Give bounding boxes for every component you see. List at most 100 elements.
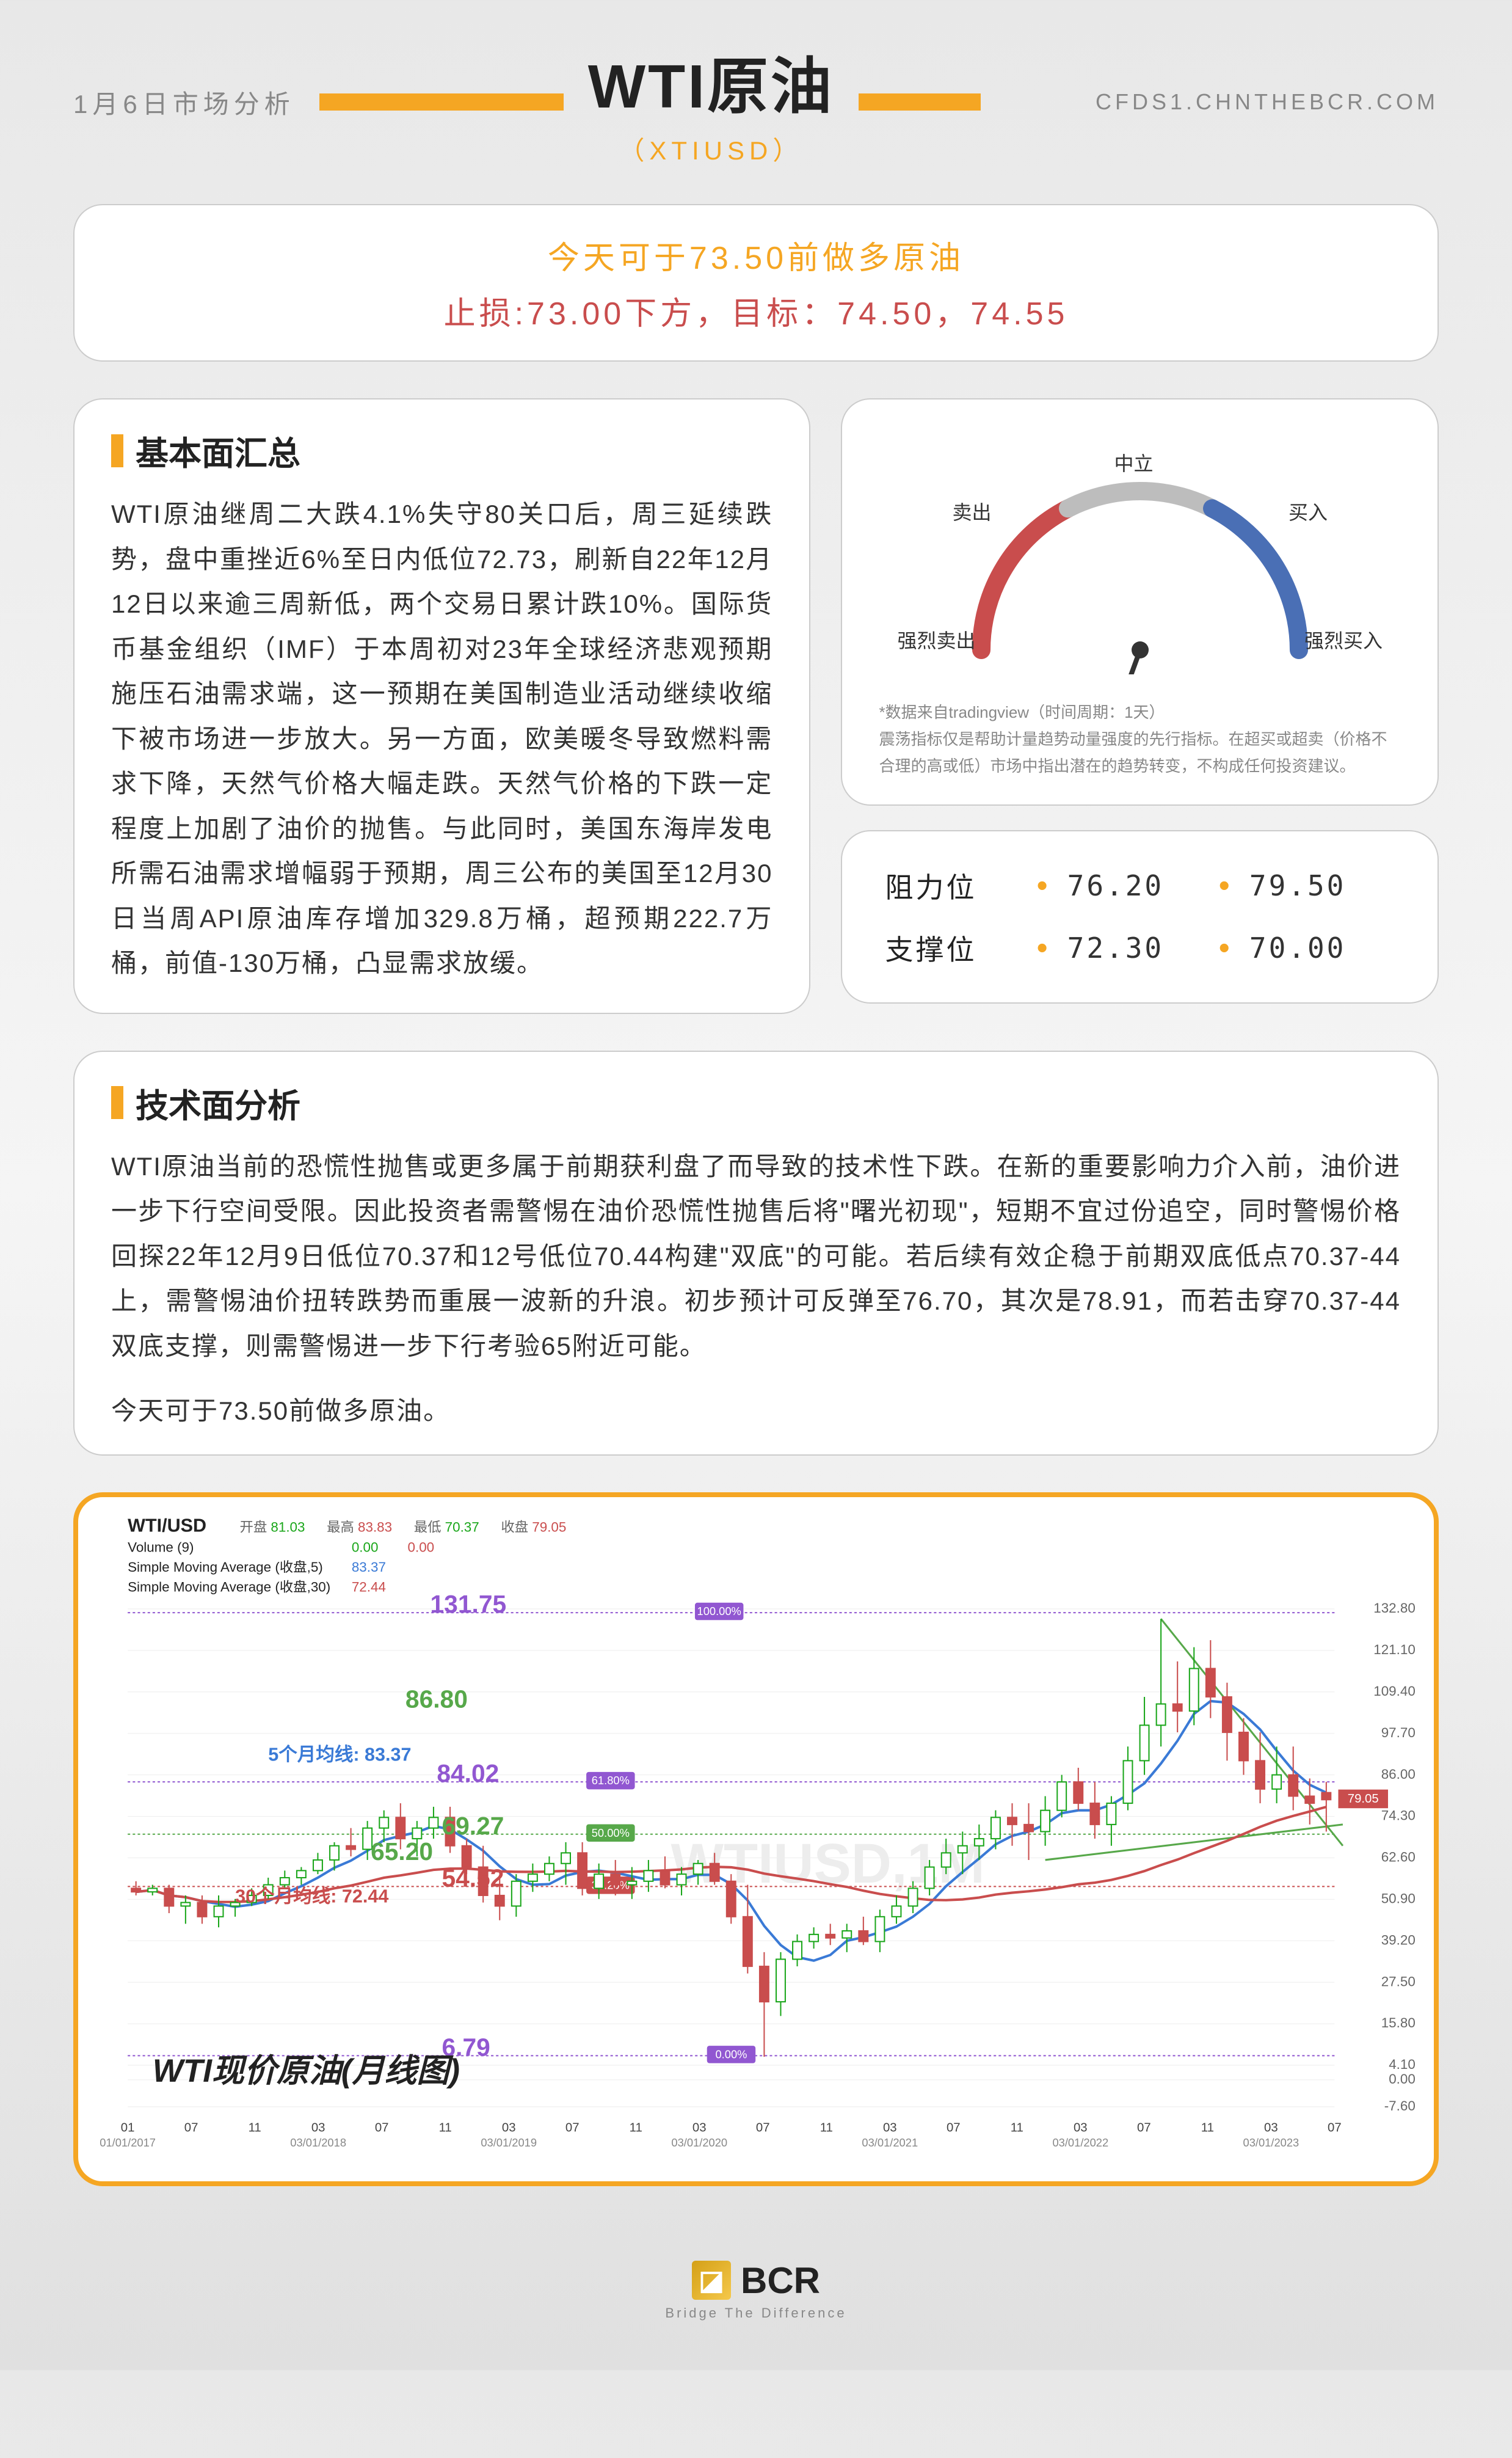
svg-text:39.20: 39.20 xyxy=(1381,1932,1416,1947)
svg-text:11: 11 xyxy=(820,2121,833,2135)
svg-text:0.00: 0.00 xyxy=(352,1539,379,1555)
svg-text:WTI现价原油(月线图): WTI现价原油(月线图) xyxy=(153,2053,460,2089)
chart-card: WTIUSD,1M-7.600.004.1015.8027.5039.2050.… xyxy=(73,1492,1439,2186)
svg-text:121.10: 121.10 xyxy=(1373,1642,1416,1657)
technical-card: 技术面分析 WTI原油当前的恐慌性抛售或更多属于前期获利盘了而导致的技术性下跌。… xyxy=(73,1051,1439,1456)
brand-name: BCR xyxy=(741,2259,820,2302)
section-title: 技术面分析 xyxy=(111,1079,1401,1127)
svg-text:03: 03 xyxy=(1264,2121,1278,2135)
svg-text:86.00: 86.00 xyxy=(1381,1767,1416,1782)
svg-text:65.20: 65.20 xyxy=(371,1837,433,1865)
svg-text:03: 03 xyxy=(1074,2121,1088,2135)
svg-text:07: 07 xyxy=(565,2121,580,2135)
svg-text:03/01/2019: 03/01/2019 xyxy=(481,2136,537,2149)
svg-text:01: 01 xyxy=(121,2121,135,2135)
svg-text:79.05: 79.05 xyxy=(532,1520,566,1535)
support-1: 72.30 xyxy=(1067,932,1202,965)
svg-text:07: 07 xyxy=(1137,2121,1151,2135)
svg-text:0.00: 0.00 xyxy=(408,1539,435,1555)
svg-text:11: 11 xyxy=(439,2121,452,2135)
trade-idea-card: 今天可于73.50前做多原油 止损:73.00下方，目标：74.50，74.55 xyxy=(73,204,1439,362)
svg-text:Simple Moving Average (收盘,30): Simple Moving Average (收盘,30) xyxy=(128,1579,330,1594)
svg-text:03/01/2022: 03/01/2022 xyxy=(1052,2136,1108,2149)
resistance-row: 阻力位 • 76.20 • 79.50 xyxy=(885,866,1395,906)
svg-text:03: 03 xyxy=(692,2121,707,2135)
technical-summary: 今天可于73.50前做多原油。 xyxy=(111,1390,1401,1428)
svg-text:07: 07 xyxy=(1328,2121,1342,2135)
svg-text:86.80: 86.80 xyxy=(405,1685,468,1713)
resistance-2: 79.50 xyxy=(1249,869,1384,902)
svg-text:109.40: 109.40 xyxy=(1373,1683,1416,1699)
gauge-disclaimer: 震荡指标仅是帮助计量趋势动量强度的先行指标。在超买或超卖（价格不合理的高或低）市… xyxy=(879,726,1401,779)
svg-text:07: 07 xyxy=(756,2121,770,2135)
svg-text:03: 03 xyxy=(502,2121,516,2135)
svg-text:03: 03 xyxy=(311,2121,325,2135)
fundamentals-body: WTI原油继周二大跌4.1%失守80关口后，周三延续跌势，盘中重挫近6%至日内低… xyxy=(111,492,772,986)
gauge-source: *数据来自tradingview（时间周期：1天） xyxy=(879,699,1401,726)
svg-text:69.27: 69.27 xyxy=(442,1812,504,1840)
date-label: 1月6日市场分析 xyxy=(73,84,295,121)
gauge: 强烈卖出卖出中立买入强烈买入 xyxy=(879,430,1401,687)
svg-text:07: 07 xyxy=(184,2121,198,2135)
svg-text:79.05: 79.05 xyxy=(1348,1792,1379,1806)
svg-text:132.80: 132.80 xyxy=(1373,1600,1416,1616)
svg-text:5个月均线: 83.37: 5个月均线: 83.37 xyxy=(268,1744,411,1765)
svg-text:开盘: 开盘 xyxy=(239,1520,267,1535)
svg-text:03: 03 xyxy=(883,2121,897,2135)
trade-entry: 今天可于73.50前做多原油 xyxy=(111,232,1401,278)
svg-text:03/01/2018: 03/01/2018 xyxy=(290,2136,346,2149)
svg-text:03/01/2021: 03/01/2021 xyxy=(862,2136,918,2149)
svg-text:最高: 最高 xyxy=(327,1520,354,1535)
svg-text:15.80: 15.80 xyxy=(1381,2015,1416,2030)
gauge-note: *数据来自tradingview（时间周期：1天） 震荡指标仅是帮助计量趋势动量… xyxy=(879,699,1401,780)
levels-card: 阻力位 • 76.20 • 79.50 支撑位 • 72.30 • 70.00 xyxy=(841,830,1439,1004)
svg-text:0.00: 0.00 xyxy=(1389,2071,1416,2087)
symbol: （XTIUSD） xyxy=(588,130,834,167)
gauge-card: 强烈卖出卖出中立买入强烈买入 *数据来自tradingview（时间周期：1天）… xyxy=(841,398,1439,806)
svg-text:07: 07 xyxy=(947,2121,961,2135)
svg-text:收盘: 收盘 xyxy=(501,1520,528,1535)
resistance-1: 76.20 xyxy=(1067,869,1202,902)
svg-text:03/01/2023: 03/01/2023 xyxy=(1243,2136,1299,2149)
brand-tagline: Bridge The Difference xyxy=(0,2305,1512,2321)
accent-bar xyxy=(319,93,564,111)
svg-text:11: 11 xyxy=(1011,2121,1023,2135)
support-row: 支撑位 • 72.30 • 70.00 xyxy=(885,928,1395,968)
svg-text:03/01/2020: 03/01/2020 xyxy=(671,2136,727,2149)
svg-text:07: 07 xyxy=(375,2121,389,2135)
svg-text:61.80%: 61.80% xyxy=(592,1774,630,1787)
section-title: 基本面汇总 xyxy=(111,426,772,475)
svg-text:4.10: 4.10 xyxy=(1389,2057,1416,2072)
svg-text:70.37: 70.37 xyxy=(445,1520,479,1535)
logo-icon: ◪ xyxy=(692,2261,731,2300)
resistance-label: 阻力位 xyxy=(885,866,1019,906)
svg-text:54.52: 54.52 xyxy=(442,1864,504,1892)
svg-text:81.03: 81.03 xyxy=(271,1520,305,1535)
svg-text:30个月均线: 72.44: 30个月均线: 72.44 xyxy=(235,1886,388,1907)
svg-text:97.70: 97.70 xyxy=(1381,1725,1416,1740)
svg-text:62.60: 62.60 xyxy=(1381,1850,1416,1865)
title-block: WTI原油 （XTIUSD） xyxy=(588,37,834,167)
price-chart: WTIUSD,1M-7.600.004.1015.8027.5039.2050.… xyxy=(90,1509,1422,2169)
svg-text:74.30: 74.30 xyxy=(1381,1808,1416,1823)
svg-text:50.90: 50.90 xyxy=(1381,1891,1416,1906)
svg-text:72.44: 72.44 xyxy=(352,1579,386,1594)
header: 1月6日市场分析 WTI原油 （XTIUSD） CFDS1.CHNTHEBCR.… xyxy=(0,0,1512,180)
svg-text:27.50: 27.50 xyxy=(1381,1974,1416,1989)
svg-text:131.75: 131.75 xyxy=(431,1590,507,1618)
svg-text:最低: 最低 xyxy=(414,1520,442,1535)
trade-sl-tp: 止损:73.00下方，目标：74.50，74.55 xyxy=(111,288,1401,334)
svg-text:11: 11 xyxy=(1201,2121,1214,2135)
svg-text:83.83: 83.83 xyxy=(358,1520,392,1535)
svg-text:WTI/USD: WTI/USD xyxy=(128,1515,206,1536)
site-label: CFDS1.CHNTHEBCR.COM xyxy=(1005,89,1439,115)
svg-text:83.37: 83.37 xyxy=(352,1559,386,1575)
footer: ◪ BCR Bridge The Difference xyxy=(0,2223,1512,2370)
svg-text:11: 11 xyxy=(249,2121,261,2135)
accent-bar xyxy=(859,93,981,111)
svg-text:Simple Moving Average (收盘,5): Simple Moving Average (收盘,5) xyxy=(128,1559,323,1575)
svg-text:-7.60: -7.60 xyxy=(1384,2098,1416,2113)
svg-text:01/01/2017: 01/01/2017 xyxy=(100,2136,156,2149)
svg-text:Volume (9): Volume (9) xyxy=(128,1539,194,1555)
svg-text:50.00%: 50.00% xyxy=(592,1826,630,1839)
